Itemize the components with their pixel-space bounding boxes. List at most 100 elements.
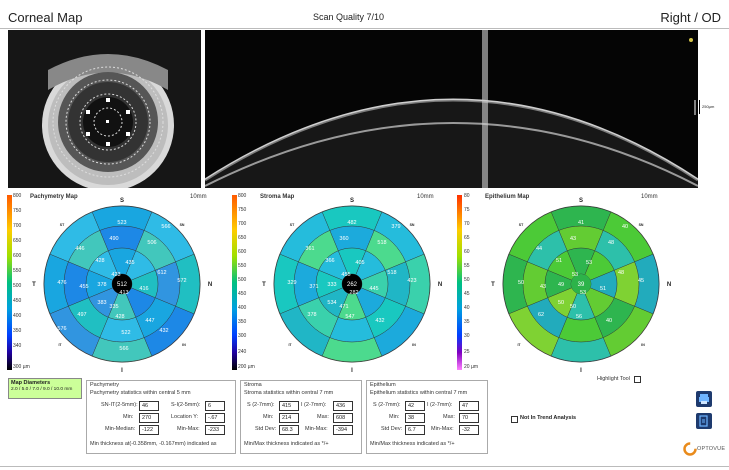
map-sector: [68, 230, 109, 271]
map-sector: [594, 297, 635, 338]
map-sector: [547, 287, 578, 318]
map-orientation-label: I: [121, 368, 123, 374]
map-value: 383: [97, 300, 106, 306]
map-value: 423: [111, 272, 120, 278]
map-sector: [614, 261, 639, 307]
report-icon[interactable]: [696, 413, 712, 429]
map-radial: [125, 211, 153, 275]
map-sector: [99, 226, 145, 251]
map-sector: [298, 230, 339, 271]
map-sector: [92, 337, 152, 362]
map-orientation-label: ST: [290, 223, 295, 227]
map-sector: [508, 211, 559, 262]
pachymetry-stats-panel: Pachymetry Pachymetry statistics within …: [86, 380, 236, 454]
map-orientation-label: S: [579, 198, 583, 204]
map-orientation-label: SN: [639, 223, 644, 227]
map-value: 428: [115, 314, 124, 320]
map-value: 490: [109, 236, 118, 242]
map-sector: [86, 270, 113, 298]
map-sector: [503, 254, 528, 314]
not-in-trend-checkbox[interactable]: [511, 416, 518, 423]
oct-scale-marker: [699, 100, 700, 114]
map-value: 48: [608, 240, 614, 246]
stat-label: Std Dev:: [381, 426, 403, 432]
stroma-map[interactable]: 262 482 360 518 379 361 366 405 455 518 423 329 371 3…: [252, 194, 452, 374]
map-sector: [361, 270, 388, 298]
stat-value: -122: [139, 425, 159, 435]
map-radial: [49, 287, 113, 315]
eye-photo: [8, 30, 201, 191]
stroma-panel-footer: Min/Max thickness indicated as */+: [244, 441, 329, 447]
map-sector: [155, 261, 180, 307]
legend-value: 2.0 / 5.0 / 7.0 / 9.0 / 10.0 mm: [11, 387, 73, 392]
map-value: 576: [57, 326, 66, 332]
map-sector: [131, 270, 158, 298]
map-value: 335: [109, 304, 118, 310]
map-sector: [385, 261, 410, 307]
map-sector: [88, 287, 119, 318]
map-sector: [365, 230, 406, 271]
map-orientation-label: SN: [410, 223, 415, 227]
map-sector: [551, 337, 611, 362]
map-sector: [374, 211, 425, 262]
stat-value: 6.7: [405, 425, 425, 435]
map-orientation-label: IT: [288, 343, 292, 347]
map-sector: [49, 211, 100, 262]
print-icon[interactable]: [696, 391, 712, 407]
map-value: 612: [157, 270, 166, 276]
map-radial: [550, 293, 578, 357]
stat-label: S-I(2-5mm):: [171, 402, 201, 408]
map-value: 45: [638, 278, 644, 284]
map-sector: [603, 211, 654, 262]
stat-value: -394: [333, 425, 353, 435]
highlight-tool-checkbox[interactable]: [634, 376, 641, 383]
map-orientation-label: I: [351, 368, 353, 374]
map-value: 455: [341, 272, 350, 278]
stat-label: Min:: [263, 414, 274, 420]
map-radial: [584, 211, 612, 275]
map-sector: [590, 270, 617, 298]
footer-divider: [0, 466, 729, 467]
map-value: 518: [387, 270, 396, 276]
map-radial: [131, 287, 195, 315]
map-sector: [68, 297, 109, 338]
map-value: 445: [369, 286, 378, 292]
map-sector: [298, 297, 339, 338]
map-value: 49: [558, 282, 564, 288]
pachymetry-size-label: 10mm: [190, 194, 207, 200]
map-value: 43: [570, 236, 576, 242]
map-sector: [318, 250, 349, 281]
map-orientation-label: N: [438, 282, 442, 288]
header-divider: [0, 28, 729, 29]
map-sector: [64, 261, 89, 307]
map-orientation-label: IN: [182, 343, 186, 347]
map-value: 523: [117, 220, 126, 226]
map-sector: [135, 297, 176, 338]
map-value: 413: [119, 290, 128, 296]
stat-label: Min-Median:: [105, 426, 136, 432]
map-sector: [316, 270, 343, 298]
map-value: 371: [309, 284, 318, 290]
map-sector: [523, 261, 548, 307]
map-sector: [603, 306, 654, 357]
map-sector: [88, 250, 119, 281]
map-sector: [374, 306, 425, 357]
map-sector: [584, 250, 615, 281]
map-orientation-label: IT: [58, 343, 62, 347]
map-value: 378: [307, 312, 316, 318]
map-value: 53: [580, 290, 586, 296]
map-ring: [85, 247, 159, 321]
map-ring: [43, 205, 201, 363]
map-value: 40: [622, 224, 628, 230]
map-value: 455: [79, 284, 88, 290]
epithelium-map[interactable]: 39 41 43 48 40 44 51 53 53 48 45 50 43 49 53 51 50 50 62 56…: [481, 194, 681, 374]
map-center-value: 39: [578, 282, 585, 288]
map-radial: [91, 293, 119, 357]
map-center-value: 262: [347, 282, 358, 288]
map-sector: [99, 317, 145, 342]
map-sector: [405, 254, 430, 314]
map-sector: [144, 211, 195, 262]
map-value: 333: [327, 282, 336, 288]
page-title: Corneal Map: [8, 10, 83, 25]
pachymetry-map[interactable]: 512 523 490 506 566 446 428 435 423 612 572 476 455 3…: [22, 194, 222, 374]
